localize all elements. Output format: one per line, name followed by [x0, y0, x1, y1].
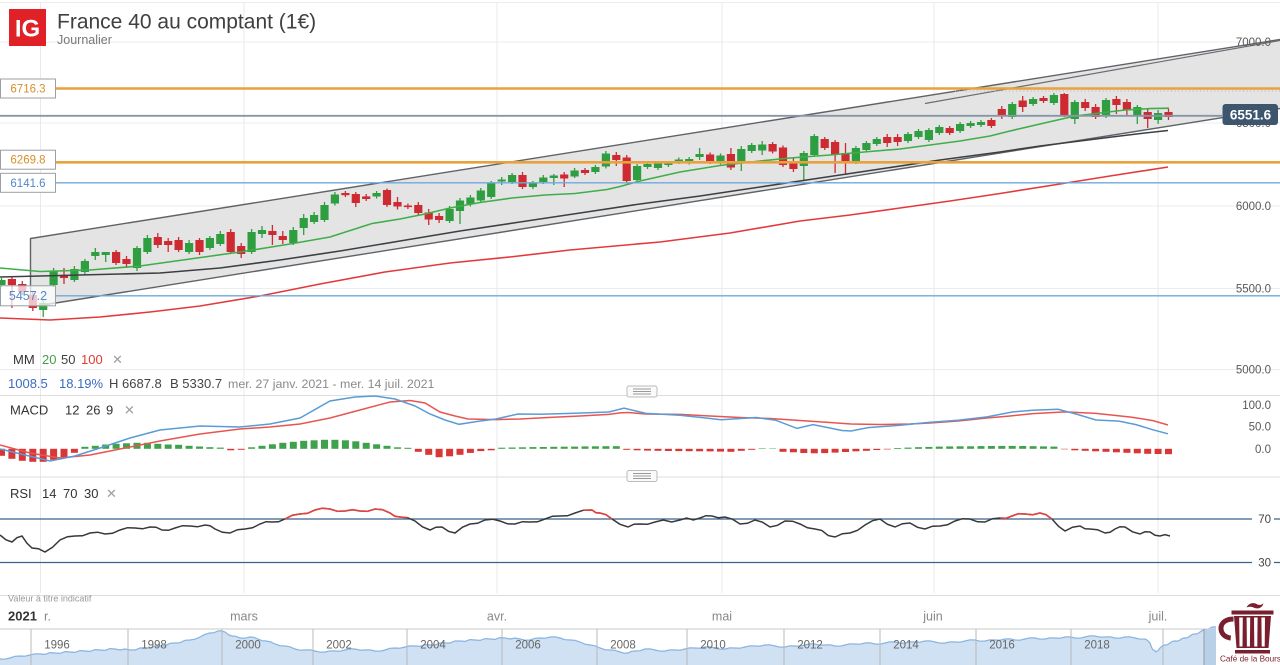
svg-text:100: 100 — [81, 352, 103, 367]
svg-text:MM: MM — [13, 352, 35, 367]
svg-text:✕: ✕ — [106, 486, 117, 501]
svg-text:1008.5: 1008.5 — [8, 376, 48, 391]
svg-text:50: 50 — [61, 352, 75, 367]
svg-text:5000.0: 5000.0 — [1236, 365, 1271, 377]
svg-text:2014: 2014 — [893, 640, 919, 652]
svg-text:mer. 27 janv. 2021 - mer. 14 j: mer. 27 janv. 2021 - mer. 14 juil. 2021 — [228, 377, 435, 391]
svg-text:6716.3: 6716.3 — [10, 84, 45, 96]
svg-text:100.0: 100.0 — [1242, 400, 1271, 412]
svg-text:6269.8: 6269.8 — [10, 155, 45, 167]
svg-text:70: 70 — [1258, 514, 1271, 526]
svg-text:50.0: 50.0 — [1249, 422, 1271, 434]
svg-text:Valeur à titre indicatif: Valeur à titre indicatif — [8, 594, 92, 604]
svg-text:MACD: MACD — [10, 403, 48, 418]
svg-text:mai: mai — [712, 610, 732, 624]
svg-text:6551.6: 6551.6 — [1230, 108, 1272, 123]
svg-text:juil.: juil. — [1148, 610, 1168, 624]
svg-text:✕: ✕ — [124, 403, 135, 418]
svg-text:Journalier: Journalier — [57, 33, 112, 47]
svg-text:H 6687.8: H 6687.8 — [109, 376, 162, 391]
svg-text:5500.0: 5500.0 — [1236, 284, 1271, 296]
svg-text:30: 30 — [84, 486, 98, 501]
svg-text:2000: 2000 — [235, 640, 261, 652]
svg-text:6000.0: 6000.0 — [1236, 201, 1271, 213]
svg-text:2010: 2010 — [700, 640, 726, 652]
svg-text:70: 70 — [63, 486, 77, 501]
svg-text:2021: 2021 — [8, 609, 37, 624]
svg-text:juin: juin — [922, 610, 943, 624]
svg-text:Café de la Bourse: Café de la Bourse — [1220, 655, 1280, 664]
svg-text:RSI: RSI — [10, 486, 32, 501]
svg-text:2006: 2006 — [515, 640, 541, 652]
svg-text:5457.2: 5457.2 — [9, 289, 47, 303]
svg-text:2002: 2002 — [326, 640, 352, 652]
svg-text:2004: 2004 — [420, 640, 446, 652]
svg-text:12: 12 — [65, 403, 79, 418]
svg-text:2012: 2012 — [797, 640, 823, 652]
svg-text:1998: 1998 — [141, 640, 167, 652]
svg-text:B 5330.7: B 5330.7 — [170, 376, 222, 391]
svg-text:France 40 au comptant (1€): France 40 au comptant (1€) — [57, 11, 316, 34]
svg-text:30: 30 — [1258, 558, 1271, 570]
svg-text:6141.6: 6141.6 — [10, 178, 45, 190]
svg-text:mars: mars — [230, 610, 258, 624]
svg-text:20: 20 — [42, 352, 56, 367]
svg-text:2018: 2018 — [1084, 640, 1110, 652]
svg-text:2016: 2016 — [989, 640, 1015, 652]
svg-text:1996: 1996 — [44, 640, 70, 652]
svg-text:7000.0: 7000.0 — [1236, 37, 1271, 49]
svg-text:✕: ✕ — [112, 352, 123, 367]
svg-text:18.19%: 18.19% — [59, 376, 104, 391]
svg-text:26: 26 — [86, 403, 100, 418]
svg-text:r.: r. — [44, 610, 51, 624]
svg-text:0.0: 0.0 — [1255, 444, 1271, 456]
svg-text:9: 9 — [106, 403, 113, 418]
svg-text:avr.: avr. — [487, 610, 507, 624]
svg-text:IG: IG — [15, 16, 40, 43]
svg-text:14: 14 — [42, 486, 56, 501]
svg-text:2008: 2008 — [610, 640, 636, 652]
